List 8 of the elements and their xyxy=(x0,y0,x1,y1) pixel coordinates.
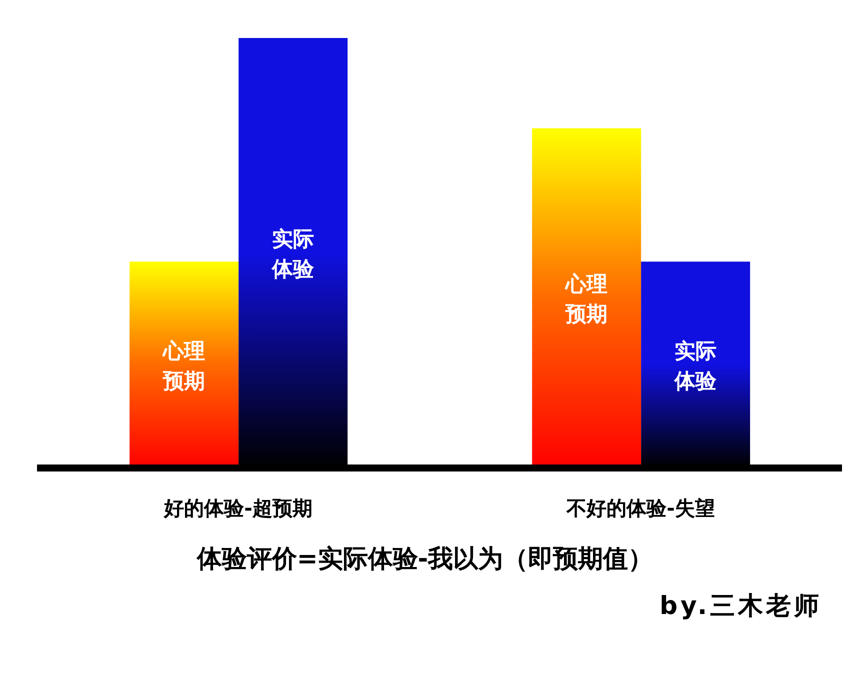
series-label: 实际体验 xyxy=(271,227,316,281)
text: 体验评价=实际体验-我以为（即预期值） xyxy=(195,543,654,575)
x-tick-label: 好的体验-超预期 xyxy=(163,496,312,520)
text: 实际体验 xyxy=(674,338,717,393)
series-label: 心理预期 xyxy=(162,338,206,393)
x-tick-label: 不好的体验-失望 xyxy=(566,496,715,520)
text: by.三木老师 xyxy=(658,590,823,622)
text: 心理预期 xyxy=(566,272,608,326)
